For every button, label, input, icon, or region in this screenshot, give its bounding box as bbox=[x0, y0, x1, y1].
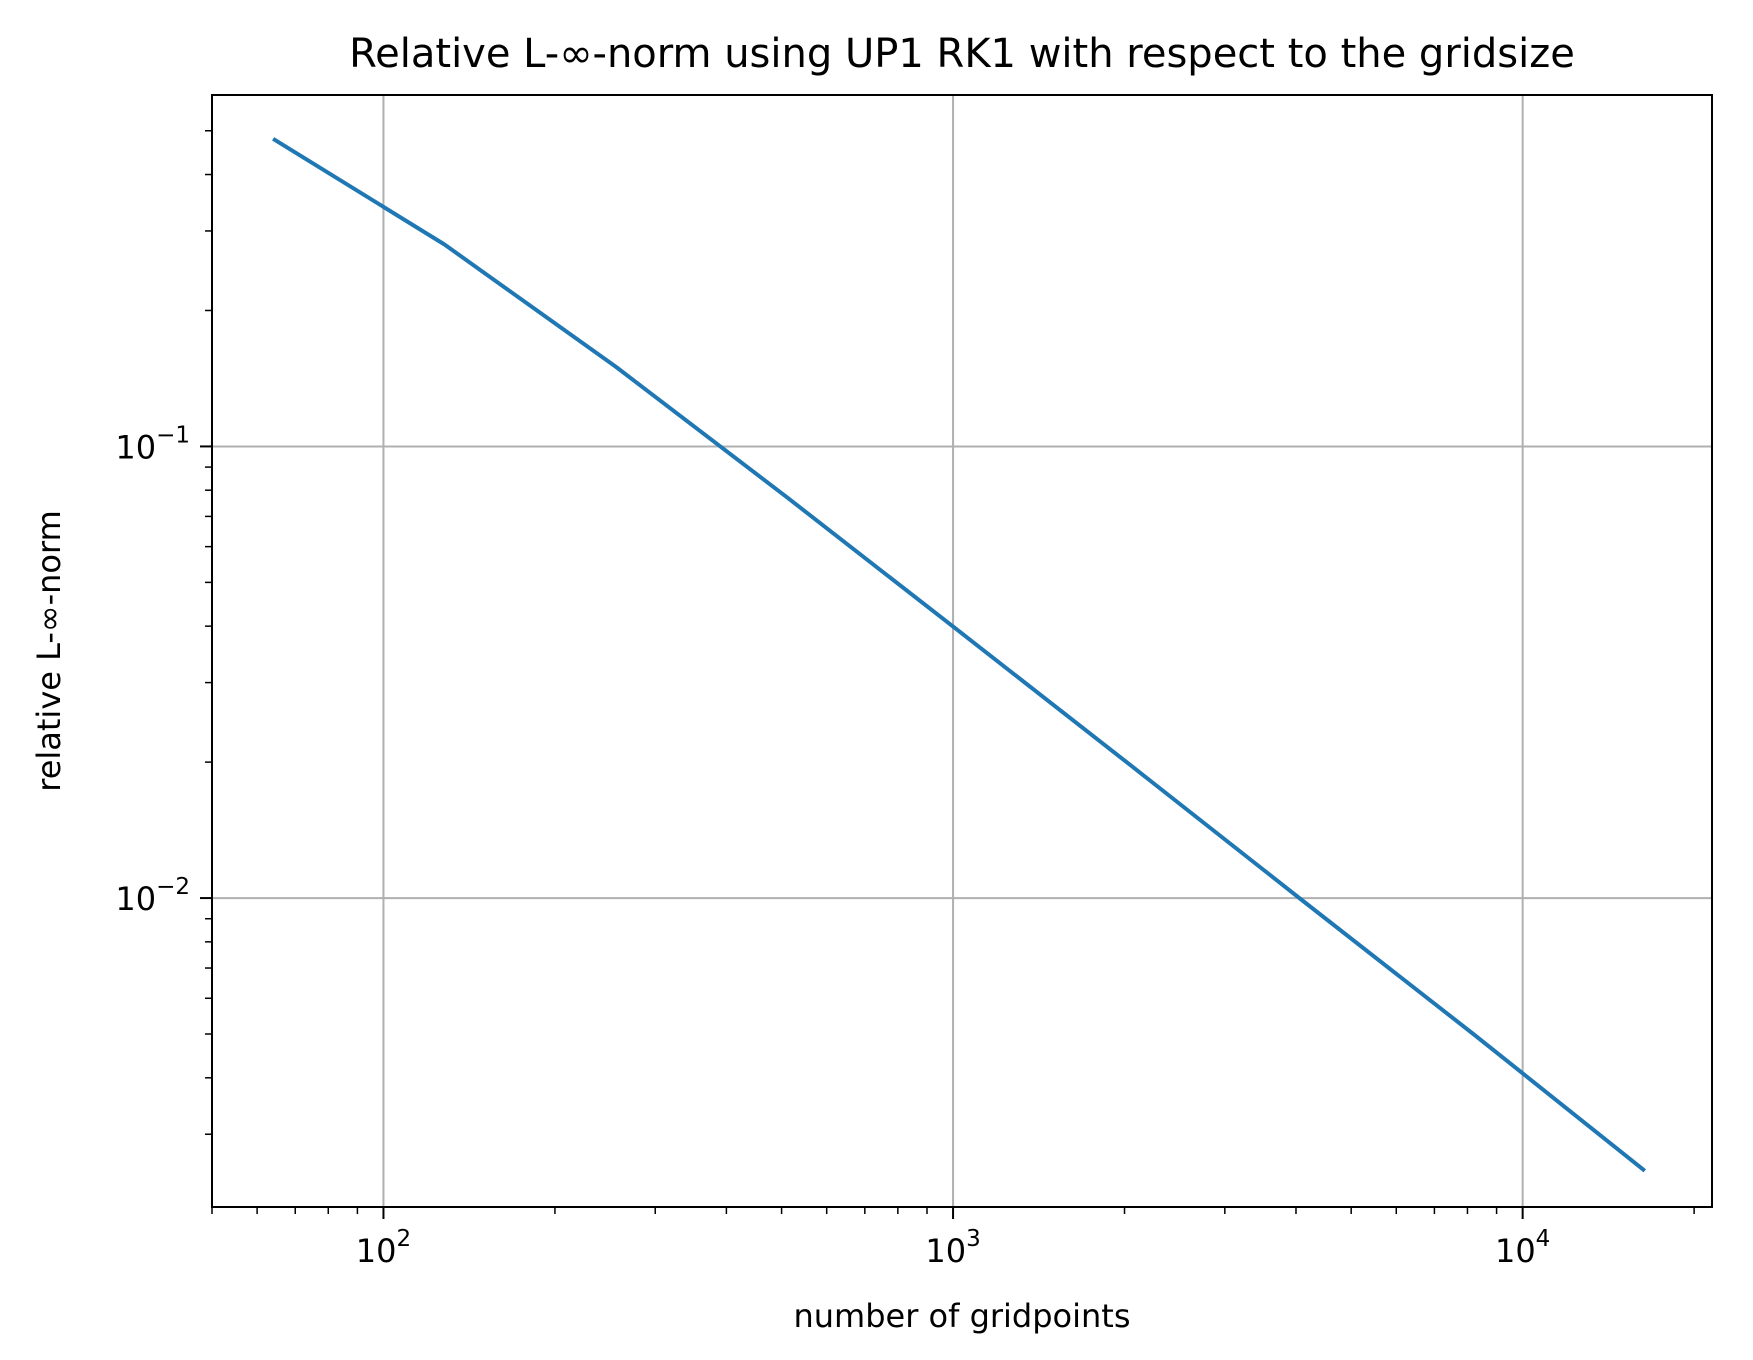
y-axis: 10−1 10−2 bbox=[115, 130, 212, 1135]
series-layer bbox=[272, 137, 1647, 1173]
plot-area bbox=[212, 95, 1712, 1207]
x-axis-label: number of gridpoints bbox=[793, 1297, 1130, 1335]
x-axis: 102 103 104 bbox=[211, 1207, 1695, 1270]
chart-title: Relative L-∞-norm using UP1 RK1 with res… bbox=[349, 31, 1575, 77]
y-tick-label: 10−1 bbox=[115, 422, 190, 466]
x-tick-label: 104 bbox=[1495, 1226, 1550, 1270]
series-line bbox=[272, 137, 1647, 1173]
grid bbox=[212, 95, 1712, 1207]
plot-frame bbox=[211, 94, 1713, 1208]
x-tick-label: 102 bbox=[356, 1226, 411, 1270]
x-tick-label: 103 bbox=[925, 1226, 980, 1270]
y-tick-label: 10−2 bbox=[115, 874, 190, 918]
y-axis-label: relative L-∞-norm bbox=[30, 510, 68, 792]
